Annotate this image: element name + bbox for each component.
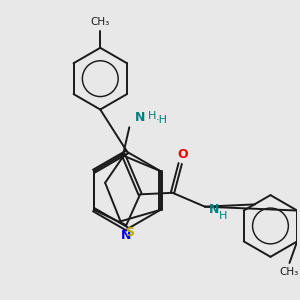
Text: H: H bbox=[219, 211, 227, 221]
Text: ·H: ·H bbox=[156, 115, 168, 125]
Text: N: N bbox=[121, 230, 131, 242]
Text: H: H bbox=[148, 111, 156, 121]
Text: CH₃: CH₃ bbox=[91, 17, 110, 27]
Text: N: N bbox=[209, 203, 219, 216]
Text: O: O bbox=[177, 148, 188, 161]
Text: S: S bbox=[125, 226, 134, 239]
Text: N: N bbox=[135, 112, 145, 124]
Text: CH₃: CH₃ bbox=[280, 267, 299, 277]
